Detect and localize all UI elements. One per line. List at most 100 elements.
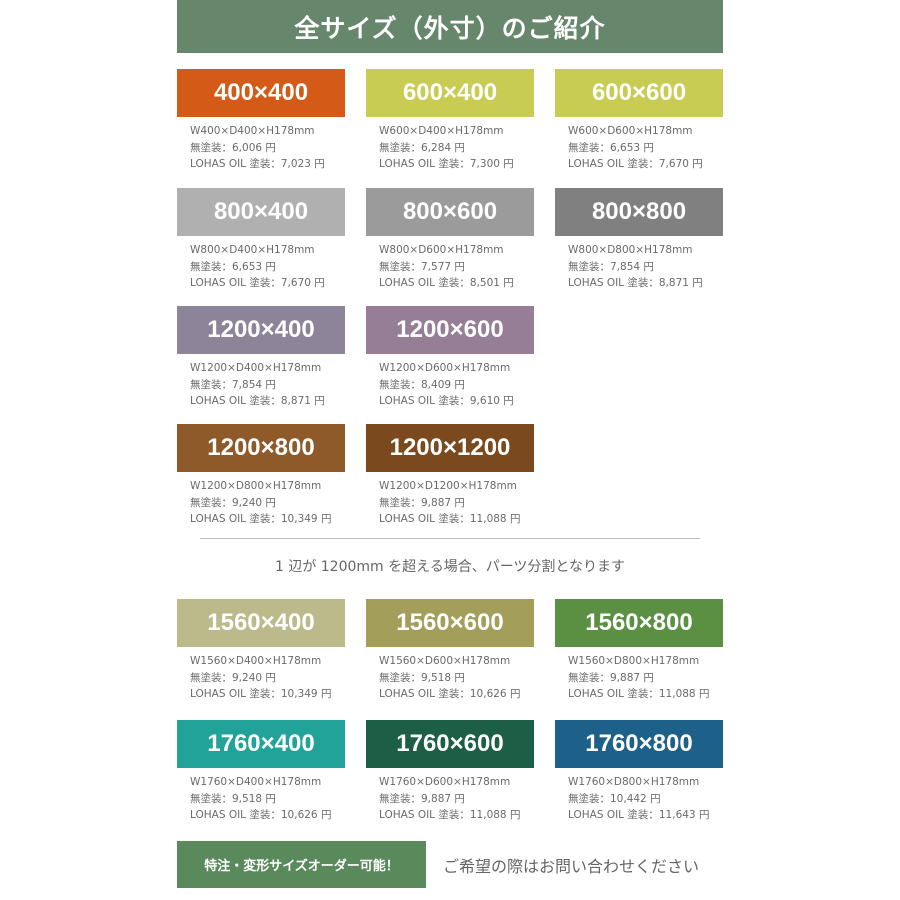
size-dims: W400×D400×H178mm <box>190 125 315 137</box>
size-info: W600×D400×H178mm 無塗装：6,284 円 LOHAS OIL 塗装：… <box>366 117 534 173</box>
size-info: W1760×D600×H178mm 無塗装：9,887 円 LOHAS OIL 塗装… <box>366 768 534 824</box>
size-info: W1560×D400×H178mm 無塗装：9,240 円 LOHAS OIL 塗装… <box>177 647 345 703</box>
size-plain: 無塗装：7,854 円 <box>568 260 654 273</box>
size-plain: 無塗装：7,577 円 <box>379 260 465 273</box>
size-oil: LOHAS OIL 塗装：10,626 円 <box>190 809 332 821</box>
size-plain: 無塗装：9,887 円 <box>568 671 654 684</box>
size-dims: W800×D400×H178mm <box>190 244 315 256</box>
size-info: W800×D600×H178mm 無塗装：7,577 円 LOHAS OIL 塗装：… <box>366 236 534 292</box>
size-dims: W600×D600×H178mm <box>568 125 693 137</box>
size-label: 400×400 <box>177 69 345 117</box>
size-plain: 無塗装：7,854 円 <box>190 378 276 391</box>
size-dims: W1200×D600×H178mm <box>379 362 511 374</box>
size-info: W1200×D400×H178mm 無塗装：7,854 円 LOHAS OIL 塗装… <box>177 354 345 410</box>
size-oil: LOHAS OIL 塗装：11,088 円 <box>568 688 710 700</box>
size-card: 600×400 W600×D400×H178mm 無塗装：6,284 円 LOHAS … <box>366 69 534 173</box>
size-label: 1760×400 <box>177 720 345 768</box>
size-dims: W1560×D800×H178mm <box>568 655 700 667</box>
size-card: 1760×800 W1760×D800×H178mm 無塗装：10,442 円 LOH… <box>555 720 723 824</box>
size-plain: 無塗装：10,442 円 <box>568 792 661 805</box>
size-label: 1200×800 <box>177 424 345 472</box>
size-dims: W1760×D600×H178mm <box>379 776 511 788</box>
size-oil: LOHAS OIL 塗装：9,610 円 <box>379 395 514 407</box>
size-card: 1560×600 W1560×D600×H178mm 無塗装：9,518 円 LOHA… <box>366 599 534 703</box>
size-card: 1200×400 W1200×D400×H178mm 無塗装：7,854 円 LOHA… <box>177 306 345 410</box>
size-card: 1200×600 W1200×D600×H178mm 無塗装：8,409 円 LOHA… <box>366 306 534 410</box>
size-oil: LOHAS OIL 塗装：7,670 円 <box>568 158 703 170</box>
size-oil: LOHAS OIL 塗装：7,300 円 <box>379 158 514 170</box>
contact-text: ご希望の際はお問い合わせください <box>443 857 700 876</box>
size-label: 1760×800 <box>555 720 723 768</box>
size-oil: LOHAS OIL 塗装：11,643 円 <box>568 809 710 821</box>
size-info: W1200×D600×H178mm 無塗装：8,409 円 LOHAS OIL 塗装… <box>366 354 534 410</box>
size-dims: W1560×D400×H178mm <box>190 655 322 667</box>
size-label: 600×600 <box>555 69 723 117</box>
size-label: 1560×800 <box>555 599 723 647</box>
size-card: 400×400 W400×D400×H178mm 無塗装：6,006 円 LOHAS … <box>177 69 345 173</box>
size-label: 1200×400 <box>177 306 345 354</box>
size-card: 800×800 W800×D800×H178mm 無塗装：7,854 円 LOHAS … <box>555 188 723 292</box>
size-dims: W1560×D600×H178mm <box>379 655 511 667</box>
size-info: W1200×D1200×H178mm 無塗装：9,887 円 LOHAS OIL 塗… <box>366 472 534 528</box>
size-oil: LOHAS OIL 塗装：11,088 円 <box>379 513 521 525</box>
size-label: 1560×400 <box>177 599 345 647</box>
size-oil: LOHAS OIL 塗装：7,023 円 <box>190 158 325 170</box>
size-info: W1560×D800×H178mm 無塗装：9,887 円 LOHAS OIL 塗装… <box>555 647 723 703</box>
size-label: 1560×600 <box>366 599 534 647</box>
size-info: W1760×D800×H178mm 無塗装：10,442 円 LOHAS OIL 塗… <box>555 768 723 824</box>
size-label: 1200×600 <box>366 306 534 354</box>
size-info: W800×D400×H178mm 無塗装：6,653 円 LOHAS OIL 塗装：… <box>177 236 345 292</box>
size-card: 600×600 W600×D600×H178mm 無塗装：6,653 円 LOHAS … <box>555 69 723 173</box>
size-plain: 無塗装：9,887 円 <box>379 792 465 805</box>
size-label: 800×600 <box>366 188 534 236</box>
size-card: 1560×400 W1560×D400×H178mm 無塗装：9,240 円 LOHA… <box>177 599 345 703</box>
size-oil: LOHAS OIL 塗装：10,626 円 <box>379 688 521 700</box>
size-oil: LOHAS OIL 塗装：10,349 円 <box>190 688 332 700</box>
size-plain: 無塗装：9,518 円 <box>190 792 276 805</box>
size-card: 1560×800 W1560×D800×H178mm 無塗装：9,887 円 LOHA… <box>555 599 723 703</box>
size-plain: 無塗装：9,887 円 <box>379 496 465 509</box>
size-plain: 無塗装：9,240 円 <box>190 496 276 509</box>
size-card: 800×400 W800×D400×H178mm 無塗装：6,653 円 LOHAS … <box>177 188 345 292</box>
size-plain: 無塗装：6,006 円 <box>190 141 276 154</box>
size-label: 1760×600 <box>366 720 534 768</box>
size-dims: W600×D400×H178mm <box>379 125 504 137</box>
size-dims: W1200×D1200×H178mm <box>379 480 517 492</box>
size-plain: 無塗装：6,284 円 <box>379 141 465 154</box>
size-card: 800×600 W800×D600×H178mm 無塗装：7,577 円 LOHAS … <box>366 188 534 292</box>
size-dims: W1760×D400×H178mm <box>190 776 322 788</box>
size-oil: LOHAS OIL 塗装：7,670 円 <box>190 277 325 289</box>
size-oil: LOHAS OIL 塗装：10,349 円 <box>190 513 332 525</box>
size-info: W1760×D400×H178mm 無塗装：9,518 円 LOHAS OIL 塗装… <box>177 768 345 824</box>
size-plain: 無塗装：6,653 円 <box>190 260 276 273</box>
size-label: 600×400 <box>366 69 534 117</box>
size-dims: W1760×D800×H178mm <box>568 776 700 788</box>
size-card: 1200×1200 W1200×D1200×H178mm 無塗装：9,887 円 LO… <box>366 424 534 528</box>
size-card: 1760×400 W1760×D400×H178mm 無塗装：9,518 円 LOHA… <box>177 720 345 824</box>
page-title: 全サイズ（外寸）のご紹介 <box>177 0 723 53</box>
size-plain: 無塗装：6,653 円 <box>568 141 654 154</box>
custom-order-button[interactable]: 特注・変形サイズオーダー可能！ <box>177 841 426 888</box>
size-card: 1760×600 W1760×D600×H178mm 無塗装：9,887 円 LOHA… <box>366 720 534 824</box>
size-info: W800×D800×H178mm 無塗装：7,854 円 LOHAS OIL 塗装：… <box>555 236 723 292</box>
size-oil: LOHAS OIL 塗装：8,871 円 <box>190 395 325 407</box>
size-plain: 無塗装：9,240 円 <box>190 671 276 684</box>
size-oil: LOHAS OIL 塗装：8,871 円 <box>568 277 703 289</box>
size-dims: W1200×D800×H178mm <box>190 480 322 492</box>
size-oil: LOHAS OIL 塗装：11,088 円 <box>379 809 521 821</box>
size-label: 1200×1200 <box>366 424 534 472</box>
size-plain: 無塗装：8,409 円 <box>379 378 465 391</box>
size-dims: W800×D800×H178mm <box>568 244 693 256</box>
size-info: W600×D600×H178mm 無塗装：6,653 円 LOHAS OIL 塗装：… <box>555 117 723 173</box>
size-info: W1560×D600×H178mm 無塗装：9,518 円 LOHAS OIL 塗装… <box>366 647 534 703</box>
size-plain: 無塗装：9,518 円 <box>379 671 465 684</box>
size-card: 1200×800 W1200×D800×H178mm 無塗装：9,240 円 LOHA… <box>177 424 345 528</box>
size-oil: LOHAS OIL 塗装：8,501 円 <box>379 277 514 289</box>
size-dims: W800×D600×H178mm <box>379 244 504 256</box>
divider <box>200 538 700 539</box>
size-info: W1200×D800×H178mm 無塗装：9,240 円 LOHAS OIL 塗装… <box>177 472 345 528</box>
size-label: 800×400 <box>177 188 345 236</box>
size-dims: W1200×D400×H178mm <box>190 362 322 374</box>
split-note: 1 辺が 1200mm を超える場合、パーツ分割となります <box>274 559 626 575</box>
size-label: 800×800 <box>555 188 723 236</box>
